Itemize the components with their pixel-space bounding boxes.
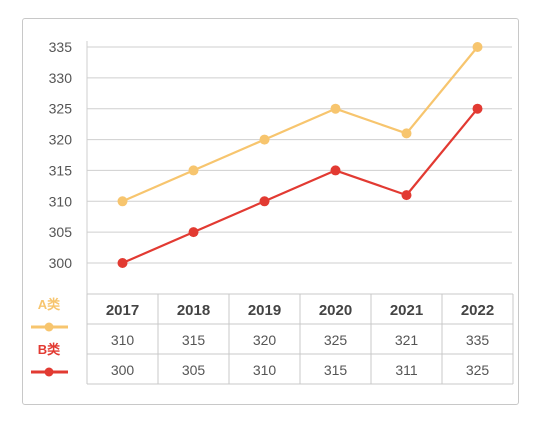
data-point: [259, 134, 270, 145]
table-cell-value: 335: [466, 332, 490, 348]
table-cell-value: 320: [253, 332, 277, 348]
data-point: [472, 42, 483, 52]
table-header-year: 2019: [248, 302, 281, 319]
table-cell-value: 305: [182, 362, 206, 378]
data-point: [472, 103, 483, 114]
data-point: [401, 190, 412, 201]
table-header-year: 2018: [177, 302, 210, 319]
y-tick-label: 335: [49, 39, 73, 55]
y-tick-label: 320: [49, 132, 73, 148]
table-header-year: 2020: [319, 302, 352, 319]
table-cell-value: 315: [182, 332, 206, 348]
table-header-year: 2022: [461, 302, 494, 319]
data-point: [401, 128, 412, 139]
data-point: [188, 165, 199, 176]
data-point: [330, 103, 341, 114]
legend-swatch-dot: [44, 367, 54, 377]
y-tick-label: 305: [49, 224, 73, 240]
table-cell-value: 325: [466, 362, 490, 378]
table-cell-value: 300: [111, 362, 135, 378]
legend-label: B类: [38, 342, 61, 357]
table-cell-value: 315: [324, 362, 348, 378]
legend-label: A类: [38, 297, 61, 312]
data-point: [117, 258, 128, 268]
chart-card: [22, 18, 519, 405]
y-tick-label: 300: [49, 255, 73, 271]
series-line-a: [122, 46, 479, 203]
y-tick-label: 315: [49, 162, 73, 178]
table-cell-value: 325: [324, 332, 348, 348]
table-header-year: 2017: [106, 302, 139, 319]
y-tick-label: 330: [49, 70, 73, 86]
table-cell-value: 310: [111, 332, 135, 348]
legend-swatch-dot: [44, 322, 54, 332]
series-line-b: [122, 108, 479, 265]
y-tick-label: 310: [49, 193, 73, 209]
table-cell-value: 310: [253, 362, 277, 378]
data-point: [330, 165, 341, 176]
data-point: [188, 227, 199, 238]
table-header-year: 2021: [390, 302, 423, 319]
data-point: [259, 196, 270, 207]
table-cell-value: 311: [395, 362, 418, 378]
data-point: [117, 196, 128, 207]
y-tick-label: 325: [49, 101, 73, 117]
table-cell-value: 321: [395, 332, 419, 348]
